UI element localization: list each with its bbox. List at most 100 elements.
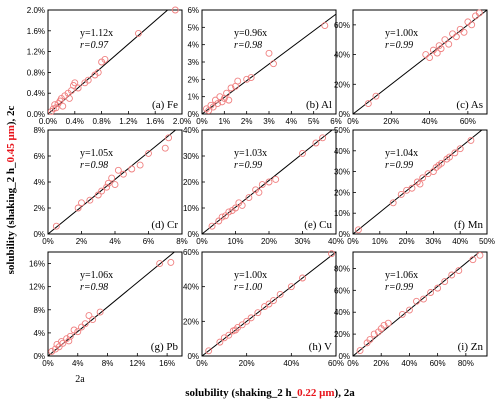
data-point — [475, 9, 483, 17]
y-tick-label: 0% — [338, 352, 350, 361]
x-tick-label: 40% — [422, 117, 438, 126]
y-tick-label: 2% — [33, 204, 45, 213]
data-point — [111, 181, 119, 189]
x-tick-label: 20% — [383, 117, 399, 126]
x-tick-label: 12% — [129, 359, 145, 368]
y-tick-label: 50% — [334, 126, 350, 135]
r-value: r=0.98 — [80, 282, 108, 293]
fit-line — [201, 129, 333, 235]
x-tick-label: 60% — [328, 359, 344, 368]
y-tick-label: 5% — [187, 23, 199, 32]
plot-frame — [201, 251, 337, 357]
y-tick-label: 0% — [338, 110, 350, 119]
y-tick-label: 60% — [334, 286, 350, 295]
x-tick-label: 0% — [347, 237, 359, 246]
y-axis-label-suffix: ), 2c — [5, 105, 17, 125]
data-point — [441, 278, 449, 286]
data-point — [243, 317, 251, 325]
data-point — [51, 101, 59, 109]
data-point — [52, 104, 60, 112]
y-tick-label: 10% — [334, 209, 350, 218]
y-tick-label: 40% — [183, 283, 199, 292]
y-tick-label: 0% — [187, 352, 199, 361]
data-point — [299, 149, 306, 157]
x-axis-label-highlight: 0.22 μm — [297, 387, 334, 399]
data-point — [86, 196, 94, 204]
data-point — [74, 84, 82, 92]
y-tick-label: 20% — [183, 178, 199, 187]
y-tick-label: 12% — [29, 283, 45, 292]
data-point — [437, 45, 445, 53]
y-tick-label: 4% — [33, 178, 45, 187]
y-tick-label: 40% — [334, 308, 350, 317]
r-value: r=0.99 — [385, 282, 413, 293]
r-value: r=1.00 — [234, 282, 262, 293]
y-tick-label: 20% — [334, 330, 350, 339]
panels-group: 0.0%0.0% 0.4% 0.4% 0.8% 0.8% 1.2% 1.2% 1.6% 1.6%… — [27, 6, 495, 368]
data-point — [165, 134, 173, 142]
data-point — [209, 103, 217, 111]
data-point — [203, 105, 210, 113]
x-tick-label: 6% — [143, 237, 155, 246]
data-point — [312, 139, 320, 147]
x-tick-label: 30% — [425, 237, 441, 246]
data-point — [98, 187, 106, 195]
data-point — [364, 100, 372, 108]
data-point — [299, 274, 306, 282]
data-point — [218, 213, 226, 221]
x-tick-label: 0% — [347, 359, 359, 368]
data-point — [104, 179, 112, 187]
y-tick-label: 3% — [187, 58, 199, 67]
r-value: r=0.99 — [385, 40, 413, 51]
data-point — [261, 303, 268, 311]
r-value: r=0.99 — [385, 160, 413, 171]
x-tick-label: 0.0% — [39, 117, 57, 126]
data-point — [413, 297, 420, 305]
x-tick-label: 40% — [328, 237, 344, 246]
panel-label: (a) Fe — [152, 99, 178, 111]
data-point — [89, 316, 97, 324]
data-point — [205, 347, 213, 355]
data-point — [167, 258, 175, 266]
data-point — [211, 96, 219, 104]
data-point — [445, 40, 453, 48]
data-point — [161, 144, 169, 152]
data-point — [419, 174, 427, 182]
panel-label: (b) Al — [306, 99, 332, 111]
fit-equation: y=0.96x — [234, 28, 267, 39]
r-value: r=0.98 — [234, 40, 262, 51]
panel-label: (g) Pb — [151, 341, 179, 353]
data-point — [225, 208, 233, 216]
data-point — [216, 338, 224, 346]
y-tick-label: 30% — [183, 152, 199, 161]
y-tick-label: 0% — [187, 110, 199, 119]
data-point — [208, 222, 216, 230]
y-axis-label-highlight: 0.45 μm — [5, 125, 17, 162]
panel: 0%0% 10% 10% 20% 20% 30% 30% 40% 40% 50% 50% y=1.04… — [334, 126, 495, 246]
y-tick-label: 4% — [33, 329, 45, 338]
data-point — [243, 75, 251, 83]
data-point — [460, 28, 468, 36]
x-tick-label: 80% — [458, 359, 474, 368]
data-point — [328, 250, 335, 258]
data-point — [467, 136, 475, 144]
x-tick-label: 3% — [263, 117, 275, 126]
x-tick-label: 0% — [42, 359, 54, 368]
panel-label: (d) Cr — [151, 219, 178, 231]
data-point — [63, 335, 71, 343]
panel: 0%0% 10% 10% 20% 20% 30% 30% 40% 40% y=1.03xr=0.9… — [183, 126, 344, 246]
data-point — [441, 36, 449, 44]
data-point — [223, 89, 231, 97]
x-axis-label: solubility (shaking_2 h_0.22 μm), 2a — [185, 387, 355, 399]
data-point — [287, 283, 295, 291]
x-axis-label-prefix: solubility (shaking_2 h_ — [185, 387, 297, 399]
y-tick-label: 40% — [183, 126, 199, 135]
x-tick-label: 4% — [109, 237, 121, 246]
data-point — [426, 54, 434, 61]
extra-label: 2a — [75, 374, 85, 385]
data-point — [145, 149, 152, 157]
x-tick-label: 50% — [479, 237, 495, 246]
y-tick-label: 60% — [334, 21, 350, 30]
